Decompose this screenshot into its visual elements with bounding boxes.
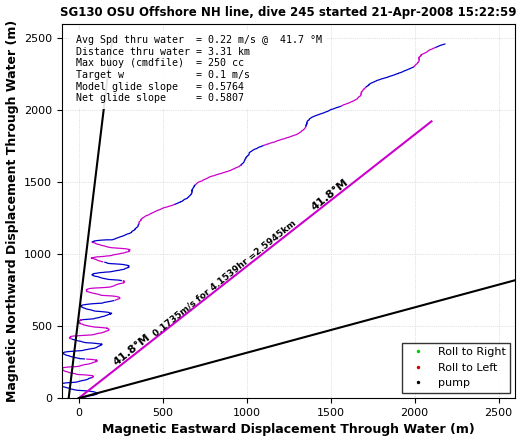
Text: Avg Spd thru water  = 0.22 m/s @  41.7 °M
Distance thru water = 3.31 km
Max buoy: Avg Spd thru water = 0.22 m/s @ 41.7 °M …	[76, 35, 321, 103]
Text: 0.1735m/s for 4.1539hr =2.5945km: 0.1735m/s for 4.1539hr =2.5945km	[151, 218, 297, 338]
Legend: Roll to Right, Roll to Left, pump: Roll to Right, Roll to Left, pump	[402, 343, 510, 392]
Text: 41.8°M: 41.8°M	[111, 332, 153, 368]
Title: SG130 OSU Offshore NH line, dive 245 started 21-Apr-2008 15:22:59: SG130 OSU Offshore NH line, dive 245 sta…	[60, 6, 517, 19]
Y-axis label: Magnetic Northward Displacement Through Water (m): Magnetic Northward Displacement Through …	[6, 20, 19, 402]
X-axis label: Magnetic Eastward Displacement Through Water (m): Magnetic Eastward Displacement Through W…	[102, 423, 475, 436]
Text: 41.8°M: 41.8°M	[309, 177, 350, 213]
